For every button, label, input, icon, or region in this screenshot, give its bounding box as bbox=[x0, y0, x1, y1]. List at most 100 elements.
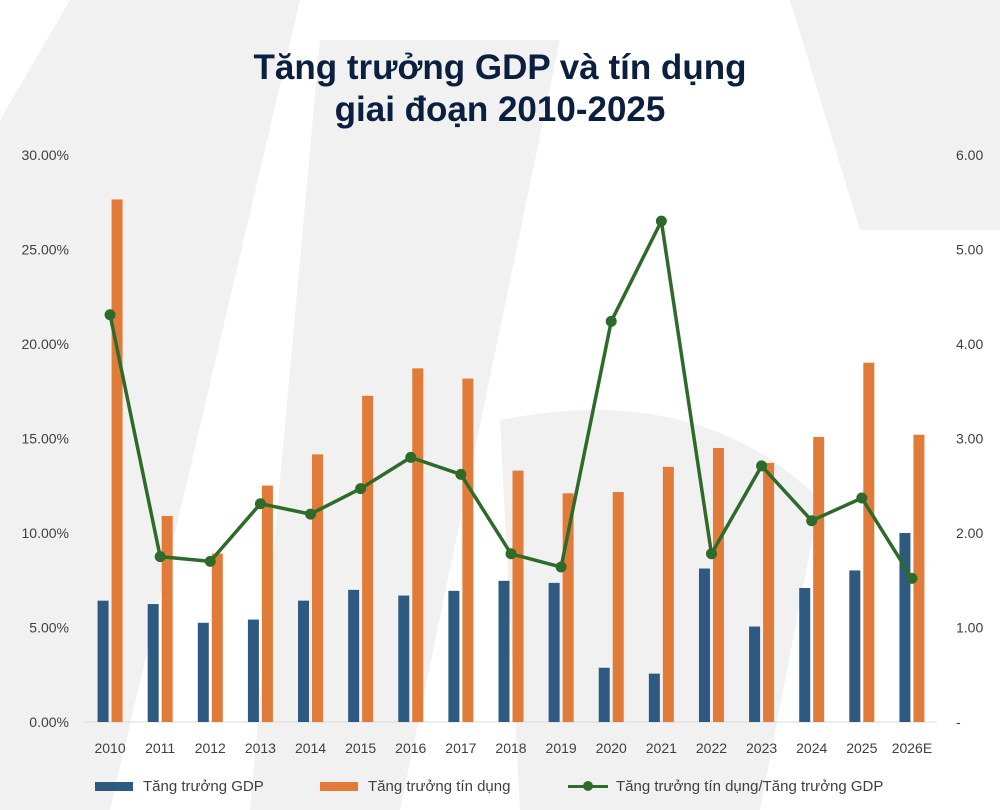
bar-credit bbox=[161, 515, 173, 722]
watermark-stroke-low bbox=[500, 410, 820, 810]
ratio-point bbox=[605, 315, 617, 327]
bar-gdp bbox=[398, 595, 410, 722]
ratio-point bbox=[204, 555, 216, 567]
x-tick-label: 2018 bbox=[495, 740, 526, 756]
x-tick-label: 2023 bbox=[746, 740, 777, 756]
x-tick-label: 2015 bbox=[345, 740, 376, 756]
bar-credit bbox=[863, 362, 875, 722]
bar-gdp bbox=[247, 619, 259, 722]
ratio-point bbox=[906, 572, 918, 584]
bar-gdp bbox=[448, 590, 460, 722]
y-left-tick-label: 30.00% bbox=[22, 147, 69, 163]
ratio-point bbox=[856, 492, 868, 504]
bar-credit bbox=[562, 493, 574, 722]
legend-label-gdp: Tăng trưởng GDP bbox=[143, 777, 264, 795]
bar-gdp bbox=[799, 587, 811, 722]
ratio-point bbox=[505, 548, 517, 560]
y-right-tick-label: 3.00 bbox=[956, 431, 983, 447]
bar-gdp bbox=[498, 580, 510, 722]
bar-credit bbox=[261, 485, 273, 722]
bar-credit bbox=[312, 454, 324, 722]
y-left-tick-label: 0.00% bbox=[29, 714, 69, 730]
bar-credit bbox=[813, 436, 825, 722]
y-right-tick-label: - bbox=[956, 714, 961, 730]
x-axis: 2010 2011 2012 2013 2014 2015 2016 2017 2018 2019… bbox=[94, 740, 932, 756]
y-axis-left: 0.00% 5.00% 10.00% 15.00% 20.00% 25.00% 30.00% bbox=[22, 147, 69, 730]
y-right-tick-label: 4.00 bbox=[956, 336, 983, 352]
legend-swatch-ratio bbox=[568, 780, 608, 792]
x-tick-label: 2016 bbox=[395, 740, 426, 756]
ratio-point bbox=[405, 451, 417, 463]
x-tick-label: 2022 bbox=[696, 740, 727, 756]
bar-credit bbox=[662, 466, 674, 722]
bar-gdp bbox=[348, 589, 360, 722]
ratio-point bbox=[104, 309, 116, 321]
bar-credit bbox=[211, 553, 223, 722]
x-tick-label: 2020 bbox=[596, 740, 627, 756]
chart-title-line2: giai đoạn 2010-2025 bbox=[334, 90, 666, 129]
legend-swatch-credit bbox=[320, 781, 358, 791]
y-right-tick-label: 2.00 bbox=[956, 525, 983, 541]
bar-gdp bbox=[648, 673, 660, 722]
x-tick-label: 2013 bbox=[245, 740, 276, 756]
bar-gdp bbox=[197, 622, 209, 722]
x-tick-label: 2025 bbox=[846, 740, 877, 756]
bar-gdp bbox=[849, 570, 861, 722]
y-axis-right: - 1.00 2.00 3.00 4.00 5.00 6.00 bbox=[956, 147, 983, 730]
bar-credit bbox=[612, 491, 624, 722]
bar-gdp bbox=[298, 600, 310, 722]
x-tick-label: 2014 bbox=[295, 740, 326, 756]
watermark-stroke-mid bbox=[250, 40, 560, 810]
ratio-point bbox=[555, 561, 567, 573]
bar-gdp bbox=[147, 604, 159, 722]
bar-credit bbox=[412, 368, 424, 722]
bar-credit bbox=[712, 447, 724, 722]
ratio-point bbox=[305, 508, 317, 520]
ratio-point bbox=[705, 548, 717, 560]
watermark-stroke-left bbox=[0, 0, 300, 810]
bar-gdp bbox=[548, 582, 560, 722]
ratio-point bbox=[154, 551, 166, 563]
ratio-point bbox=[254, 498, 266, 510]
bar-credit bbox=[512, 470, 524, 722]
legend-label-credit: Tăng trưởng tín dụng bbox=[368, 777, 511, 795]
y-right-tick-label: 1.00 bbox=[956, 620, 983, 636]
bar-credit bbox=[362, 395, 374, 722]
ratio-point bbox=[655, 215, 667, 227]
x-tick-label: 2010 bbox=[94, 740, 125, 756]
bar-gdp bbox=[899, 533, 911, 722]
watermark-stroke-right bbox=[790, 0, 1000, 230]
ratio-point bbox=[455, 468, 467, 480]
y-left-tick-label: 20.00% bbox=[22, 336, 69, 352]
x-tick-label: 2011 bbox=[145, 740, 175, 756]
bar-gdp bbox=[698, 568, 710, 722]
bar-credit bbox=[111, 199, 123, 723]
chart-title-line1: Tăng trưởng GDP và tín dụng bbox=[253, 48, 747, 87]
ratio-point bbox=[806, 515, 818, 527]
legend-label-ratio: Tăng trưởng tín dụng/Tăng trưởng GDP bbox=[616, 777, 884, 795]
legend-swatch-gdp bbox=[95, 781, 133, 791]
ratio-point bbox=[355, 483, 367, 495]
y-left-tick-label: 25.00% bbox=[22, 242, 69, 258]
x-tick-label: 2021 bbox=[646, 740, 677, 756]
x-tick-label: 2017 bbox=[445, 740, 476, 756]
x-tick-label: 2024 bbox=[796, 740, 827, 756]
bar-gdp bbox=[97, 600, 109, 722]
bar-gdp bbox=[598, 667, 610, 722]
y-right-tick-label: 5.00 bbox=[956, 242, 983, 258]
x-tick-label: 2026E bbox=[892, 740, 932, 756]
bar-credit bbox=[763, 462, 775, 722]
bar-gdp bbox=[749, 626, 761, 722]
legend-item-credit: Tăng trưởng tín dụng bbox=[320, 776, 510, 796]
bar-credit bbox=[913, 434, 925, 722]
y-left-tick-label: 5.00% bbox=[29, 620, 69, 636]
ratio-point bbox=[756, 460, 768, 472]
ratio-line bbox=[108, 219, 914, 580]
y-left-tick-label: 10.00% bbox=[22, 525, 69, 541]
legend-item-gdp: Tăng trưởng GDP bbox=[95, 776, 264, 796]
bar-credit bbox=[462, 378, 474, 722]
y-right-tick-label: 6.00 bbox=[956, 147, 983, 163]
x-tick-label: 2012 bbox=[195, 740, 226, 756]
